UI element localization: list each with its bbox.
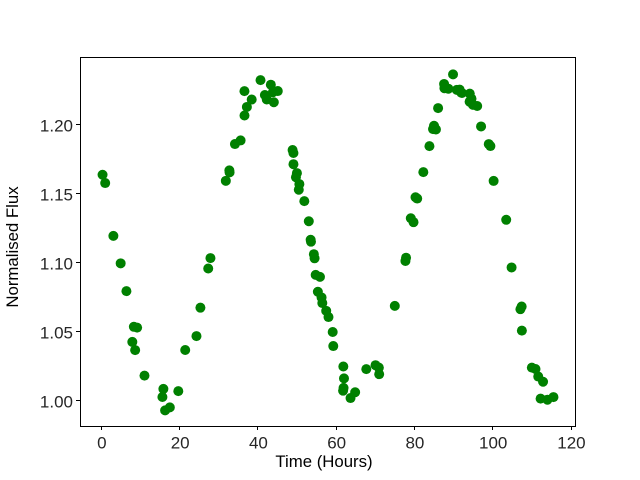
svg-text:120: 120 (557, 434, 585, 453)
svg-text:20: 20 (171, 434, 190, 453)
svg-text:60: 60 (327, 434, 346, 453)
svg-text:Normalised Flux: Normalised Flux (3, 186, 22, 308)
svg-text:Time (Hours): Time (Hours) (275, 452, 372, 471)
svg-text:80: 80 (405, 434, 424, 453)
svg-text:1.20: 1.20 (40, 116, 73, 135)
svg-text:1.05: 1.05 (40, 323, 73, 342)
svg-text:40: 40 (249, 434, 268, 453)
svg-text:1.00: 1.00 (40, 393, 73, 412)
svg-text:1.15: 1.15 (40, 185, 73, 204)
svg-text:1.10: 1.10 (40, 254, 73, 273)
svg-text:0: 0 (97, 434, 106, 453)
svg-text:100: 100 (479, 434, 507, 453)
